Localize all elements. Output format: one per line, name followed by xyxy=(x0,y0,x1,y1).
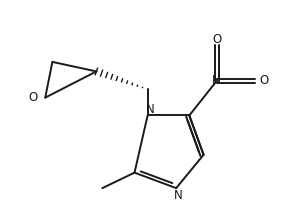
Text: N: N xyxy=(174,189,183,202)
Text: O: O xyxy=(212,33,221,46)
Text: O: O xyxy=(29,91,38,104)
Text: O: O xyxy=(260,75,269,87)
Text: N: N xyxy=(212,75,221,87)
Text: N: N xyxy=(146,103,154,116)
